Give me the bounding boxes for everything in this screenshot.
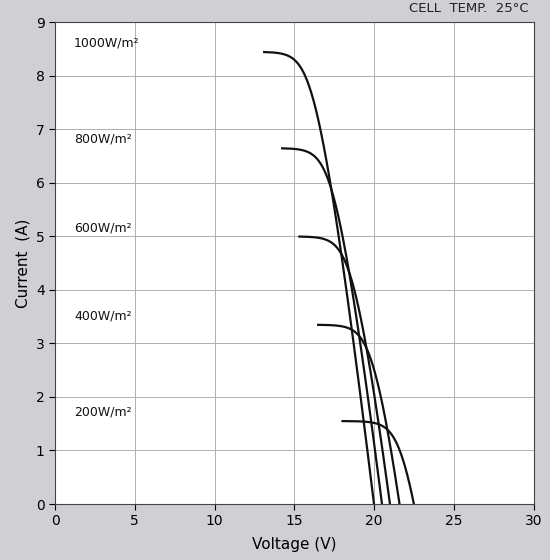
Text: 600W/m²: 600W/m²: [74, 221, 132, 234]
X-axis label: Voltage (V): Voltage (V): [252, 536, 337, 552]
Text: CELL  TEMP.  25°C: CELL TEMP. 25°C: [409, 2, 529, 15]
Text: 400W/m²: 400W/m²: [74, 309, 132, 323]
Text: 800W/m²: 800W/m²: [74, 133, 132, 146]
Y-axis label: Current  (A): Current (A): [15, 218, 30, 308]
Text: 200W/m²: 200W/m²: [74, 405, 132, 419]
Text: 1000W/m²: 1000W/m²: [74, 36, 140, 49]
